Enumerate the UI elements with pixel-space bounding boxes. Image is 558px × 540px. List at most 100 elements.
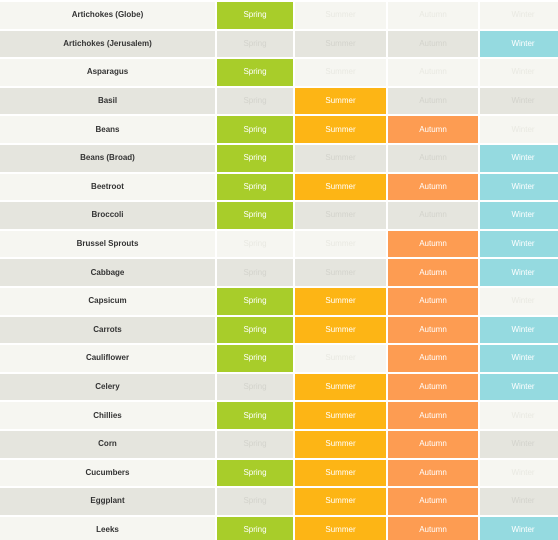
spring-cell: Spring bbox=[217, 402, 293, 429]
summer-cell: Summer bbox=[295, 30, 386, 58]
spring-cell: Spring bbox=[217, 87, 293, 115]
produce-name: Capsicum bbox=[0, 287, 215, 315]
produce-name: Artichokes (Jerusalem) bbox=[0, 30, 215, 58]
produce-name: Leeks bbox=[0, 516, 215, 540]
summer-cell: Summer bbox=[295, 373, 386, 401]
spring-cell: Spring bbox=[217, 345, 293, 372]
spring-cell: Spring bbox=[217, 488, 293, 515]
table-row: Celery Spring Summer Autumn Winter bbox=[0, 373, 558, 401]
winter-cell: Winter bbox=[480, 430, 558, 458]
produce-name: Broccoli bbox=[0, 202, 215, 229]
spring-cell: Spring bbox=[217, 59, 293, 86]
produce-name: Celery bbox=[0, 373, 215, 401]
produce-name: Cauliflower bbox=[0, 345, 215, 372]
table-row: Broccoli Spring Summer Autumn Winter bbox=[0, 202, 558, 229]
produce-name: Eggplant bbox=[0, 488, 215, 515]
autumn-cell: Autumn bbox=[388, 202, 478, 229]
summer-cell: Summer bbox=[295, 459, 386, 487]
table-row: Leeks Spring Summer Autumn Winter bbox=[0, 516, 558, 540]
autumn-cell: Autumn bbox=[388, 2, 478, 29]
spring-cell: Spring bbox=[217, 459, 293, 487]
produce-name: Beetroot bbox=[0, 173, 215, 201]
summer-cell: Summer bbox=[295, 316, 386, 344]
table-row: Capsicum Spring Summer Autumn Winter bbox=[0, 287, 558, 315]
winter-cell: Winter bbox=[480, 402, 558, 429]
spring-cell: Spring bbox=[217, 173, 293, 201]
autumn-cell: Autumn bbox=[388, 430, 478, 458]
summer-cell: Summer bbox=[295, 230, 386, 258]
autumn-cell: Autumn bbox=[388, 30, 478, 58]
winter-cell: Winter bbox=[480, 202, 558, 229]
produce-name: Cabbage bbox=[0, 259, 215, 286]
summer-cell: Summer bbox=[295, 516, 386, 540]
table-row: Cucumbers Spring Summer Autumn Winter bbox=[0, 459, 558, 487]
table-row: Brussel Sprouts Spring Summer Autumn Winter bbox=[0, 230, 558, 258]
winter-cell: Winter bbox=[480, 373, 558, 401]
summer-cell: Summer bbox=[295, 59, 386, 86]
autumn-cell: Autumn bbox=[388, 488, 478, 515]
summer-cell: Summer bbox=[295, 345, 386, 372]
produce-name: Corn bbox=[0, 430, 215, 458]
winter-cell: Winter bbox=[480, 516, 558, 540]
summer-cell: Summer bbox=[295, 173, 386, 201]
autumn-cell: Autumn bbox=[388, 259, 478, 286]
table-row: Eggplant Spring Summer Autumn Winter bbox=[0, 488, 558, 515]
produce-name: Beans bbox=[0, 116, 215, 143]
table-row: Basil Spring Summer Autumn Winter bbox=[0, 87, 558, 115]
summer-cell: Summer bbox=[295, 2, 386, 29]
autumn-cell: Autumn bbox=[388, 345, 478, 372]
winter-cell: Winter bbox=[480, 316, 558, 344]
summer-cell: Summer bbox=[295, 144, 386, 172]
table-row: Chillies Spring Summer Autumn Winter bbox=[0, 402, 558, 429]
autumn-cell: Autumn bbox=[388, 144, 478, 172]
table-row: Beans (Broad) Spring Summer Autumn Winter bbox=[0, 144, 558, 172]
spring-cell: Spring bbox=[217, 259, 293, 286]
autumn-cell: Autumn bbox=[388, 59, 478, 86]
summer-cell: Summer bbox=[295, 402, 386, 429]
autumn-cell: Autumn bbox=[388, 173, 478, 201]
autumn-cell: Autumn bbox=[388, 287, 478, 315]
produce-name: Carrots bbox=[0, 316, 215, 344]
winter-cell: Winter bbox=[480, 488, 558, 515]
spring-cell: Spring bbox=[217, 316, 293, 344]
winter-cell: Winter bbox=[480, 59, 558, 86]
autumn-cell: Autumn bbox=[388, 459, 478, 487]
produce-name: Brussel Sprouts bbox=[0, 230, 215, 258]
table-row: Carrots Spring Summer Autumn Winter bbox=[0, 316, 558, 344]
table-row: Beans Spring Summer Autumn Winter bbox=[0, 116, 558, 143]
autumn-cell: Autumn bbox=[388, 230, 478, 258]
spring-cell: Spring bbox=[217, 373, 293, 401]
produce-name: Beans (Broad) bbox=[0, 144, 215, 172]
winter-cell: Winter bbox=[480, 30, 558, 58]
winter-cell: Winter bbox=[480, 144, 558, 172]
spring-cell: Spring bbox=[217, 430, 293, 458]
table-row: Artichokes (Jerusalem) Spring Summer Autumn… bbox=[0, 30, 558, 58]
spring-cell: Spring bbox=[217, 230, 293, 258]
table-row: Corn Spring Summer Autumn Winter bbox=[0, 430, 558, 458]
autumn-cell: Autumn bbox=[388, 516, 478, 540]
winter-cell: Winter bbox=[480, 87, 558, 115]
produce-name: Cucumbers bbox=[0, 459, 215, 487]
spring-cell: Spring bbox=[217, 2, 293, 29]
winter-cell: Winter bbox=[480, 259, 558, 286]
summer-cell: Summer bbox=[295, 87, 386, 115]
autumn-cell: Autumn bbox=[388, 373, 478, 401]
spring-cell: Spring bbox=[217, 202, 293, 229]
winter-cell: Winter bbox=[480, 2, 558, 29]
produce-name: Chillies bbox=[0, 402, 215, 429]
spring-cell: Spring bbox=[217, 116, 293, 143]
summer-cell: Summer bbox=[295, 259, 386, 286]
winter-cell: Winter bbox=[480, 459, 558, 487]
spring-cell: Spring bbox=[217, 516, 293, 540]
summer-cell: Summer bbox=[295, 116, 386, 143]
autumn-cell: Autumn bbox=[388, 316, 478, 344]
autumn-cell: Autumn bbox=[388, 116, 478, 143]
produce-name: Asparagus bbox=[0, 59, 215, 86]
spring-cell: Spring bbox=[217, 287, 293, 315]
summer-cell: Summer bbox=[295, 287, 386, 315]
winter-cell: Winter bbox=[480, 287, 558, 315]
winter-cell: Winter bbox=[480, 173, 558, 201]
summer-cell: Summer bbox=[295, 430, 386, 458]
summer-cell: Summer bbox=[295, 488, 386, 515]
